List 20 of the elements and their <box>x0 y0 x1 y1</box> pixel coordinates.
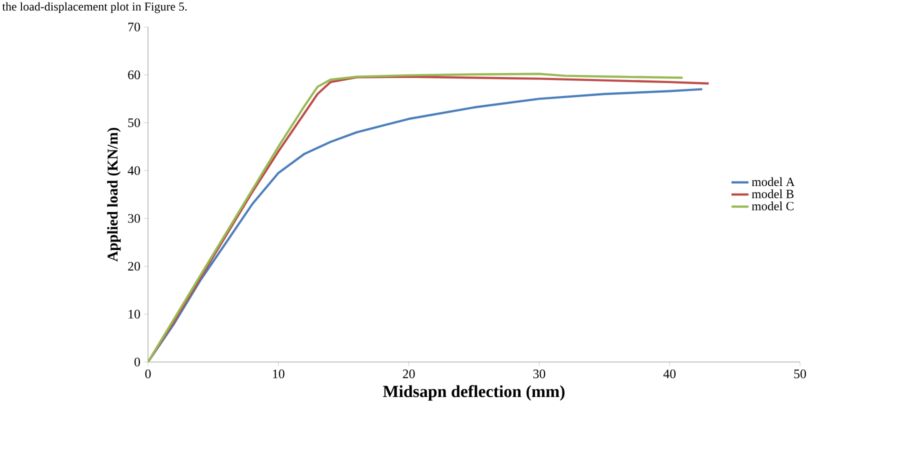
legend-label: model C <box>752 202 794 210</box>
y-tick-label: 40 <box>128 166 140 175</box>
y-tick-label: 70 <box>128 22 140 32</box>
y-tick-label: 50 <box>128 118 140 128</box>
x-tick-label: 10 <box>273 370 284 378</box>
x-tick-label: 50 <box>794 370 806 378</box>
y-tick-label: 0 <box>134 358 140 366</box>
x-tick-label: 40 <box>663 370 676 378</box>
x-tick-label: 0 <box>145 370 151 378</box>
x-tick-label: 20 <box>402 370 415 378</box>
legend-label: model B <box>752 189 794 198</box>
y-tick-label: 20 <box>128 262 140 271</box>
y-tick-label: 30 <box>128 214 140 223</box>
legend-label: model A <box>752 177 795 186</box>
x-tick-label: 30 <box>533 370 546 378</box>
text: the load-displacement plot in Figure 5. <box>2 2 187 14</box>
y-axis-title: Applied load (KN/m) <box>107 128 121 262</box>
x-axis-title: Midsapn deflection (mm) <box>383 385 565 401</box>
y-tick-label: 60 <box>128 70 140 80</box>
y-tick-label: 10 <box>128 310 140 319</box>
